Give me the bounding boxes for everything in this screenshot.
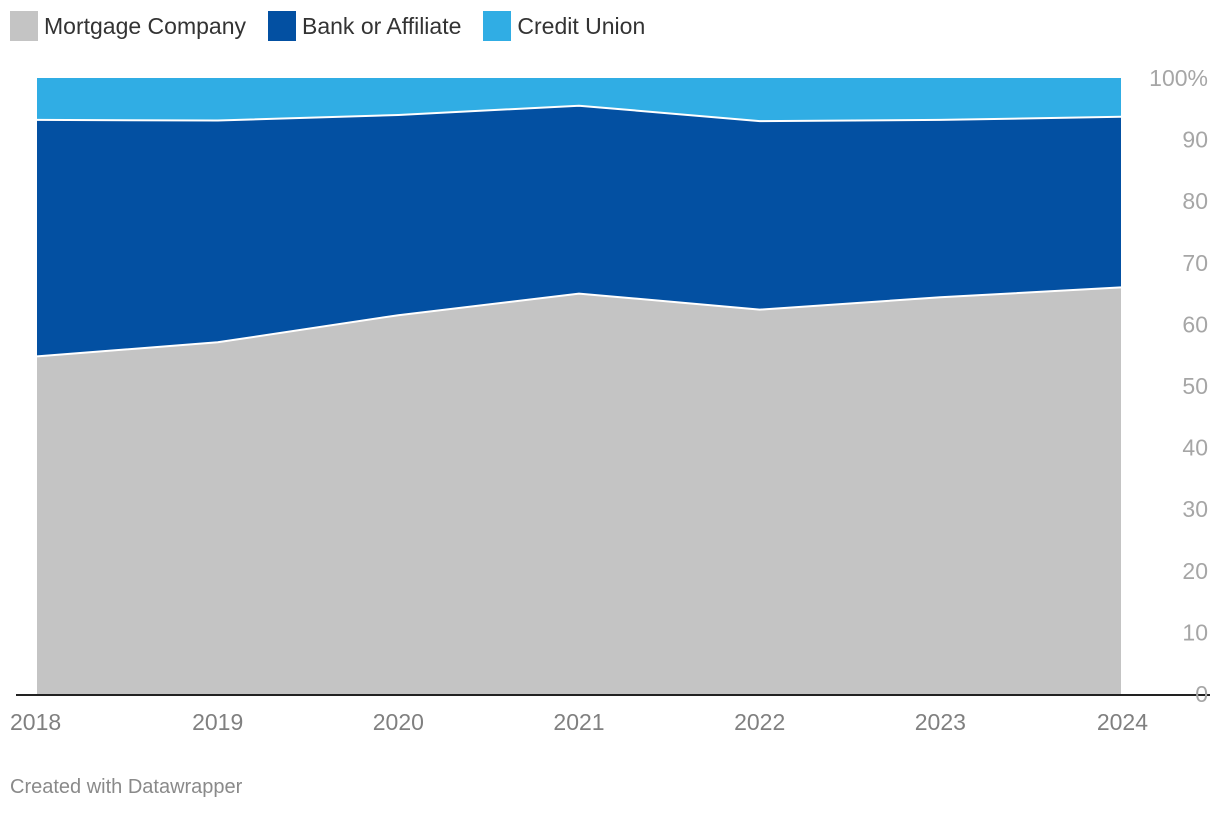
legend-label: Credit Union [517, 12, 646, 39]
y-tick-label: 50 [1182, 373, 1208, 399]
chart-legend: Mortgage Company Bank or Affiliate Credit … [10, 10, 645, 42]
y-tick-label: 10 [1182, 619, 1208, 645]
boundary-bank-or-affiliate [36, 104, 1122, 123]
legend-item-bank-or-affiliate: Bank or Affiliate [268, 11, 461, 41]
y-tick-label: 20 [1182, 558, 1208, 584]
y-tick-label: 80 [1182, 188, 1208, 214]
y-tick-label: 60 [1182, 311, 1208, 337]
x-tick-label: 2020 [373, 709, 424, 735]
y-tick-label: 100% [1149, 65, 1208, 91]
area-mortgage-company [37, 287, 1121, 694]
legend-item-credit-union: Credit Union [483, 11, 645, 41]
legend-swatch [10, 11, 38, 41]
y-tick-label: 30 [1182, 496, 1208, 522]
x-tick-label: 2023 [915, 709, 966, 735]
area-bank-or-affiliate [37, 105, 1121, 357]
x-tick-label: 2024 [1097, 709, 1148, 735]
area-credit-union [37, 78, 1121, 122]
y-tick-label: 90 [1182, 127, 1208, 153]
legend-swatch [268, 11, 296, 41]
boundary-mortgage-company [36, 286, 1122, 358]
y-tick-label: 70 [1182, 250, 1208, 276]
area-layer [37, 78, 1121, 694]
legend-swatch [483, 11, 512, 41]
x-tick-label: 2022 [734, 709, 785, 735]
y-tick-label: 0 [1195, 681, 1208, 707]
footer-credit: Created with Datawrapper [10, 776, 243, 798]
legend-item-mortgage-company: Mortgage Company [10, 11, 246, 41]
x-axis: 2018 2019 2020 2021 2022 2023 2024 [10, 694, 1210, 735]
x-tick-label: 2019 [192, 709, 243, 735]
y-axis: 0 10 20 30 40 50 60 70 80 90 100% [1149, 65, 1208, 707]
y-tick-label: 40 [1182, 435, 1208, 461]
boundary-lines [36, 104, 1122, 358]
x-tick-label: 2018 [10, 709, 61, 735]
legend-label: Mortgage Company [44, 12, 246, 39]
x-tick-label: 2021 [553, 709, 604, 735]
legend-label: Bank or Affiliate [302, 12, 462, 39]
